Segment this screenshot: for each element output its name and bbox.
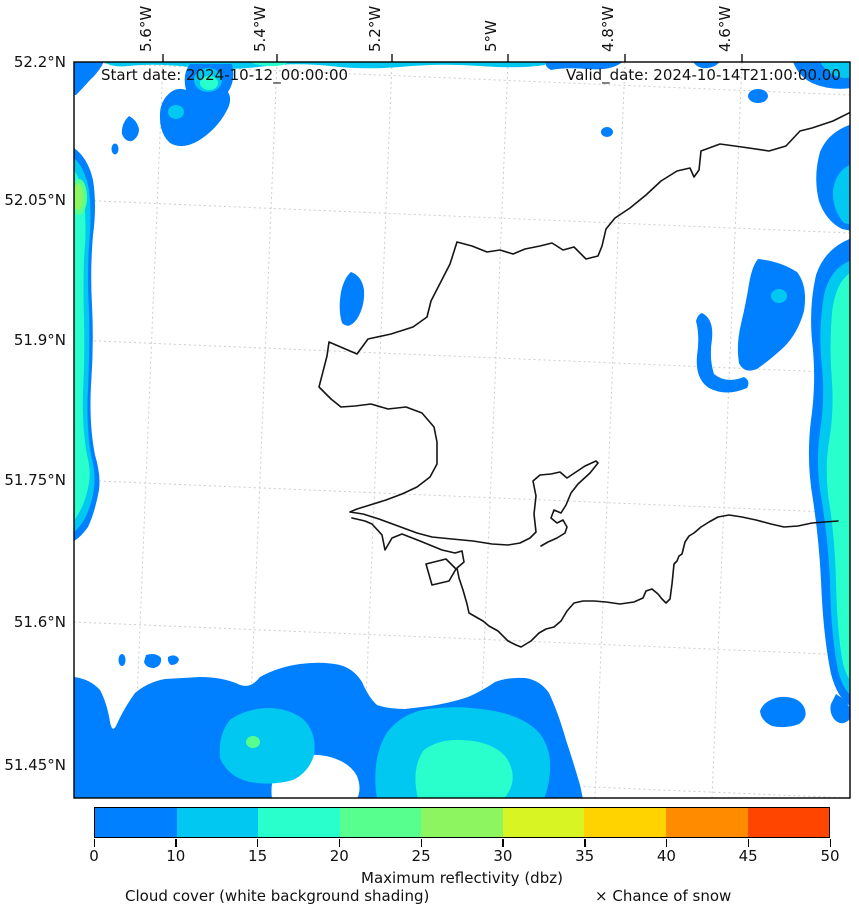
colorbar-tick — [665, 839, 668, 847]
colorbar-segment — [502, 808, 585, 837]
colorbar-title: Maximum reflectivity (dbz) — [361, 869, 563, 887]
colorbar-tick-label: 50 — [820, 847, 840, 865]
colorbar-tick-label: 25 — [411, 847, 431, 865]
lat-tick-label: 51.6°N — [13, 613, 66, 631]
colorbar-segment — [339, 808, 422, 837]
lat-tick-label: 52.2°N — [13, 53, 66, 71]
colorbar-tick — [420, 839, 422, 847]
snow-marker-icon: × — [595, 887, 608, 905]
colorbar-tick — [747, 839, 750, 847]
colorbar-tick — [829, 839, 831, 847]
colorbar-segment — [258, 808, 340, 837]
lat-tick-label: 51.45°N — [4, 756, 66, 774]
colorbar-tick-label: 45 — [738, 847, 758, 865]
snow-label-text: Chance of snow — [612, 887, 732, 905]
lat-tick-label: 51.9°N — [13, 331, 66, 349]
colorbar-segment — [665, 808, 748, 837]
lon-tick-label: 5.4°W — [251, 5, 269, 52]
legend-snow-label: × Chance of snow — [595, 887, 731, 905]
colorbar-segment — [421, 808, 503, 837]
colorbar-tick-label: 30 — [493, 847, 513, 865]
coastline — [318, 111, 850, 648]
lon-tick-label: 4.6°W — [716, 5, 734, 52]
colorbar-tick — [93, 839, 95, 847]
start-date-label: Start date: 2024-10-12_00:00:00 — [101, 66, 349, 84]
colorbar-tick — [257, 839, 259, 847]
colorbar-segment — [176, 808, 259, 837]
colorbar-tick-label: 0 — [89, 847, 99, 865]
colorbar-tick-label: 35 — [575, 847, 595, 865]
colorbar-tick-label: 15 — [248, 847, 268, 865]
valid-date-label: Valid_date: 2024-10-14T21:00:00.00 — [566, 66, 841, 84]
top-axis-ticks — [162, 54, 743, 62]
legend-cloud-label: Cloud cover (white background shading) — [125, 887, 430, 905]
colorbar-segment — [584, 808, 666, 837]
lon-tick-label: 5.2°W — [366, 5, 384, 52]
lat-tick-label: 51.75°N — [4, 471, 66, 489]
colorbar — [94, 807, 830, 838]
colorbar-tick — [584, 839, 586, 847]
colorbar-tick — [338, 839, 341, 847]
lon-tick-label: 4.8°W — [599, 5, 617, 52]
colorbar-tick-label: 10 — [166, 847, 186, 865]
lon-tick-label: 5.6°W — [137, 5, 155, 52]
colorbar-segment — [747, 808, 830, 837]
reflectivity-contours — [74, 61, 850, 799]
lat-tick-label: 52.05°N — [4, 191, 66, 209]
colorbar-tick — [175, 839, 177, 847]
colorbar-tick-label: 40 — [656, 847, 676, 865]
lon-tick-label: 5°W — [482, 20, 500, 52]
map-frame — [73, 61, 851, 799]
colorbar-tick — [502, 839, 504, 847]
colorbar-tick-label: 20 — [329, 847, 349, 865]
colorbar-segment — [95, 808, 177, 837]
